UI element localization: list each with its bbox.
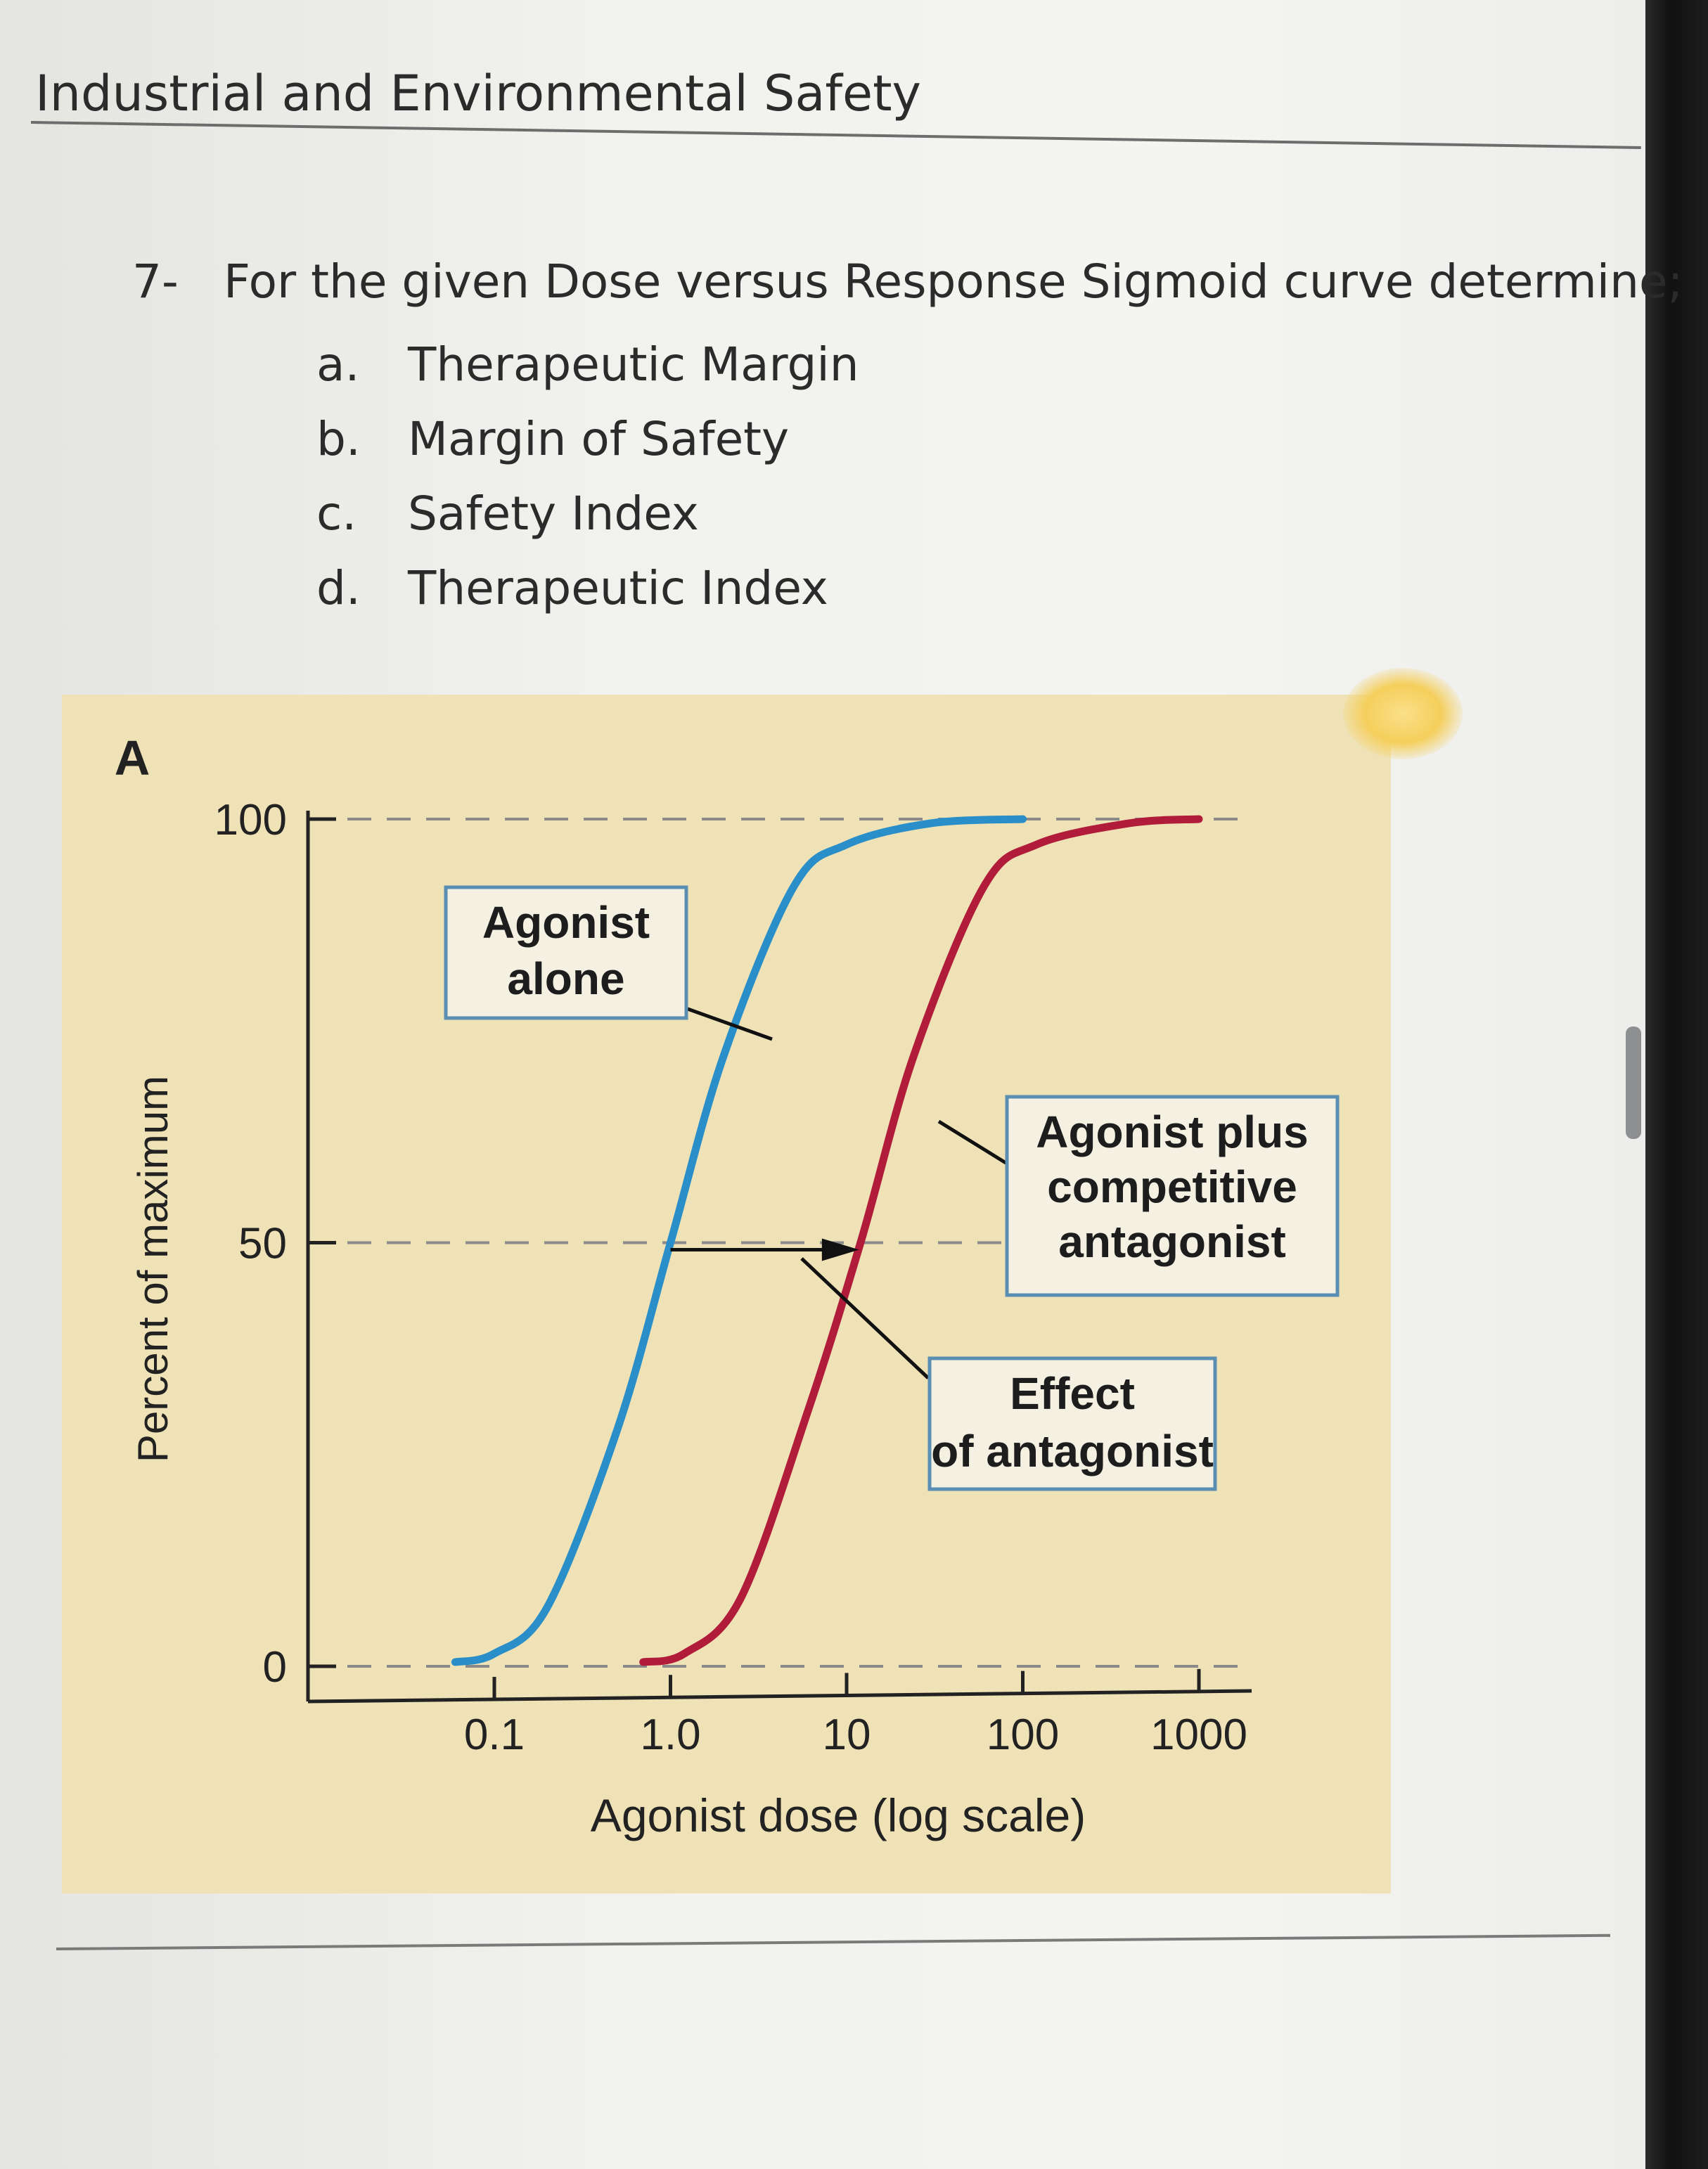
axis-ticks: 0 50 100 0.1 1.0 10 100 1000 bbox=[214, 796, 1247, 1759]
x-tick-label: 1000 bbox=[1150, 1711, 1247, 1759]
question-text: For the given Dose versus Response Sigmo… bbox=[224, 255, 1683, 309]
option-text: Therapeutic Margin bbox=[408, 337, 859, 392]
x-tick-label: 1.0 bbox=[640, 1711, 700, 1759]
option-b: b. Margin of Safety bbox=[316, 412, 859, 487]
x-axis-label: Agonist dose (log scale) bbox=[591, 1789, 1086, 1841]
device-side-button bbox=[1626, 1026, 1641, 1139]
device-bezel bbox=[1645, 0, 1708, 2169]
y-tick-label: 0 bbox=[263, 1643, 287, 1692]
callout-effect-of-antagonist-text: of antagonist bbox=[931, 1426, 1214, 1476]
y-axis-label: Percent of maximum bbox=[129, 1076, 176, 1462]
y-tick-label: 50 bbox=[238, 1220, 287, 1268]
callout-agonist-plus-antagonist-text: antagonist bbox=[1058, 1216, 1286, 1267]
callout-agonist-alone-text: alone bbox=[507, 953, 624, 1004]
option-c: c. Safety Index bbox=[316, 487, 859, 561]
callout-agonist-plus-antagonist-text: Agonist plus bbox=[1036, 1107, 1309, 1157]
chart-axes bbox=[306, 811, 1252, 1704]
option-letter: d. bbox=[316, 561, 361, 615]
agonist-alone-curve bbox=[451, 815, 1027, 1666]
option-text: Therapeutic Index bbox=[408, 561, 828, 615]
x-tick-label: 100 bbox=[987, 1711, 1059, 1759]
x-axis-line bbox=[307, 1689, 1252, 1704]
option-text: Safety Index bbox=[408, 487, 699, 541]
chart-series bbox=[451, 815, 1203, 1666]
option-text: Margin of Safety bbox=[408, 412, 790, 466]
x-tick-label: 0.1 bbox=[464, 1711, 525, 1759]
option-d: d. Therapeutic Index bbox=[316, 561, 859, 636]
option-letter: b. bbox=[316, 412, 361, 466]
agonist-alone-leader bbox=[687, 1007, 773, 1041]
y-tick-label: 100 bbox=[214, 796, 287, 844]
x-tick-label: 10 bbox=[823, 1711, 871, 1759]
callout-agonist-alone-text: Agonist bbox=[482, 897, 650, 948]
callout-effect-of-antagonist-frame bbox=[927, 1356, 1217, 1491]
callout-effect-of-antagonist: Effect of antagonist bbox=[927, 1356, 1217, 1491]
option-letter: a. bbox=[316, 337, 360, 392]
agonist-plus-antagonist-curve bbox=[639, 815, 1203, 1666]
callout-effect-of-antagonist-text: Effect bbox=[1010, 1368, 1135, 1419]
question-number: 7- bbox=[132, 255, 179, 309]
option-a: a. Therapeutic Margin bbox=[316, 337, 859, 412]
antagonist-curve-leader bbox=[937, 1119, 1008, 1166]
page-header-title: Industrial and Environmental Safety bbox=[35, 65, 921, 122]
callout-agonist-alone-frame bbox=[444, 885, 688, 1020]
question-prompt: 7- For the given Dose versus Response Sig… bbox=[132, 255, 1683, 309]
option-letter: c. bbox=[316, 487, 357, 541]
screen-glare bbox=[1343, 668, 1463, 759]
callout-agonist-plus-antagonist-text: competitive bbox=[1047, 1161, 1297, 1212]
question-options: a. Therapeutic Margin b. Margin of Safety … bbox=[316, 337, 859, 636]
callout-agonist-plus-antagonist-frame bbox=[1005, 1095, 1340, 1297]
effect-arrow-head bbox=[821, 1238, 859, 1261]
effect-leader bbox=[800, 1257, 930, 1379]
panel-label: A bbox=[115, 730, 150, 785]
